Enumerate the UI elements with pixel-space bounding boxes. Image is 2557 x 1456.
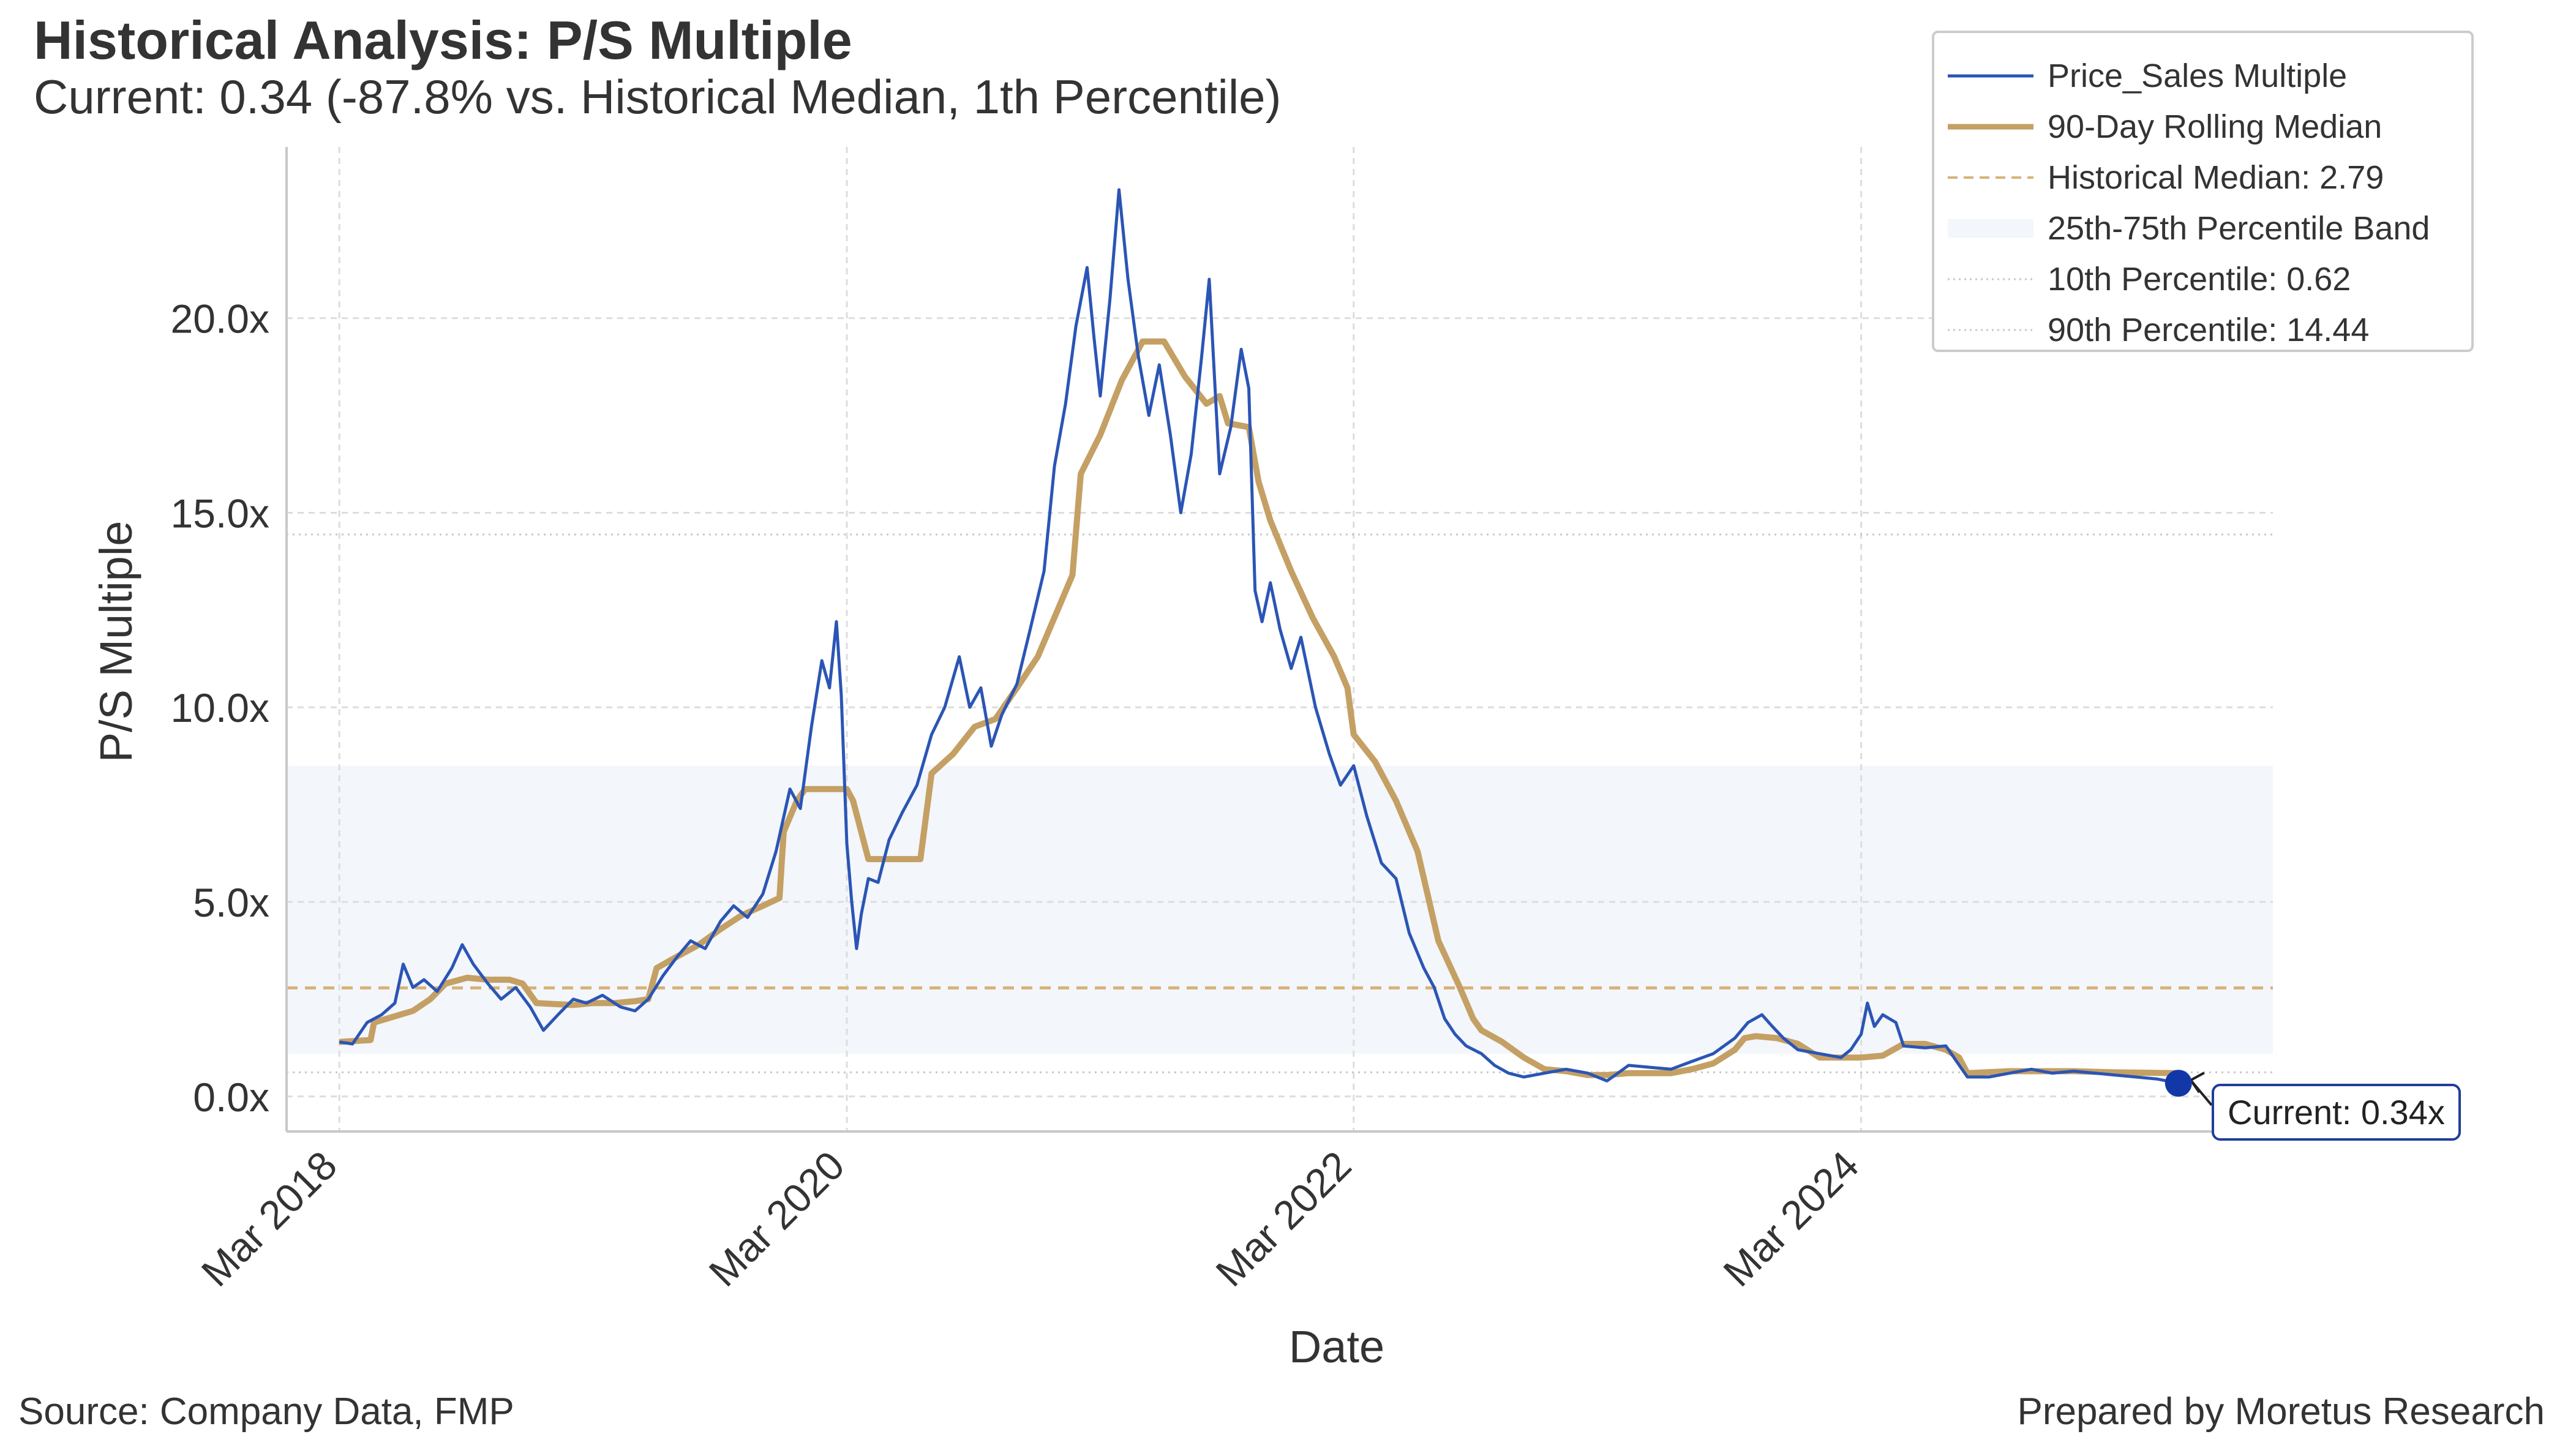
source-note: Source: Company Data, FMP <box>18 1390 514 1433</box>
legend-label-rolling-median: 90-Day Rolling Median <box>2048 108 2382 145</box>
x-axis-label: Date <box>1289 1321 1384 1372</box>
legend-item-band: 25th-75th Percentile Band <box>1934 207 2471 250</box>
y-tick-label: 0.0x <box>193 1075 269 1120</box>
legend-label-p90: 90th Percentile: 14.44 <box>2048 312 2370 348</box>
legend-swatch-series-icon <box>1948 74 2033 78</box>
legend-swatch-rolling-median-icon <box>1948 124 2033 130</box>
y-tick-label: 20.0x <box>171 296 269 342</box>
legend-item-historical-median: Historical Median: 2.79 <box>1934 156 2471 199</box>
x-tick-label: Mar 2024 <box>1714 1143 1867 1295</box>
ps-multiple-line <box>339 188 2179 1085</box>
x-tick-label: Mar 2020 <box>700 1143 852 1295</box>
current-value-callout: Current: 0.34x <box>2212 1084 2461 1141</box>
legend-swatch-band-icon <box>1948 219 2033 238</box>
x-tick-label: Mar 2018 <box>193 1143 345 1295</box>
legend-label-p10: 10th Percentile: 0.62 <box>2048 261 2351 298</box>
legend-label-band: 25th-75th Percentile Band <box>2048 210 2430 247</box>
legend-item-series: Price_Sales Multiple <box>1934 54 2471 97</box>
legend-item-p90: 90th Percentile: 14.44 <box>1934 309 2471 351</box>
x-tick-label: Mar 2022 <box>1207 1143 1359 1295</box>
rolling-median-line <box>339 338 2179 1078</box>
y-tick-label: 5.0x <box>193 880 269 925</box>
prepared-by-note: Prepared by Moretus Research <box>2017 1390 2545 1433</box>
y-tick-label: 15.0x <box>171 490 269 536</box>
percentile-band <box>287 765 2273 1054</box>
legend-swatch-p90-icon <box>1948 329 2033 331</box>
legend-item-rolling-median: 90-Day Rolling Median <box>1934 105 2471 148</box>
legend-label-historical-median: Historical Median: 2.79 <box>2048 159 2384 196</box>
chart-subtitle: Current: 0.34 (-87.8% vs. Historical Med… <box>34 70 1282 124</box>
y-axis-label: P/S Multiple <box>91 521 141 763</box>
legend: Price_Sales Multiple 90-Day Rolling Medi… <box>1932 31 2474 352</box>
current-arrow-head <box>2190 1071 2205 1094</box>
chart-title: Historical Analysis: P/S Multiple <box>34 10 852 70</box>
legend-item-p10: 10th Percentile: 0.62 <box>1934 258 2471 301</box>
legend-swatch-historical-median-icon <box>1948 176 2033 179</box>
legend-label-series: Price_Sales Multiple <box>2048 58 2348 94</box>
legend-swatch-p10-icon <box>1948 278 2033 280</box>
y-tick-label: 10.0x <box>171 685 269 730</box>
current-value-marker <box>2165 1070 2192 1097</box>
